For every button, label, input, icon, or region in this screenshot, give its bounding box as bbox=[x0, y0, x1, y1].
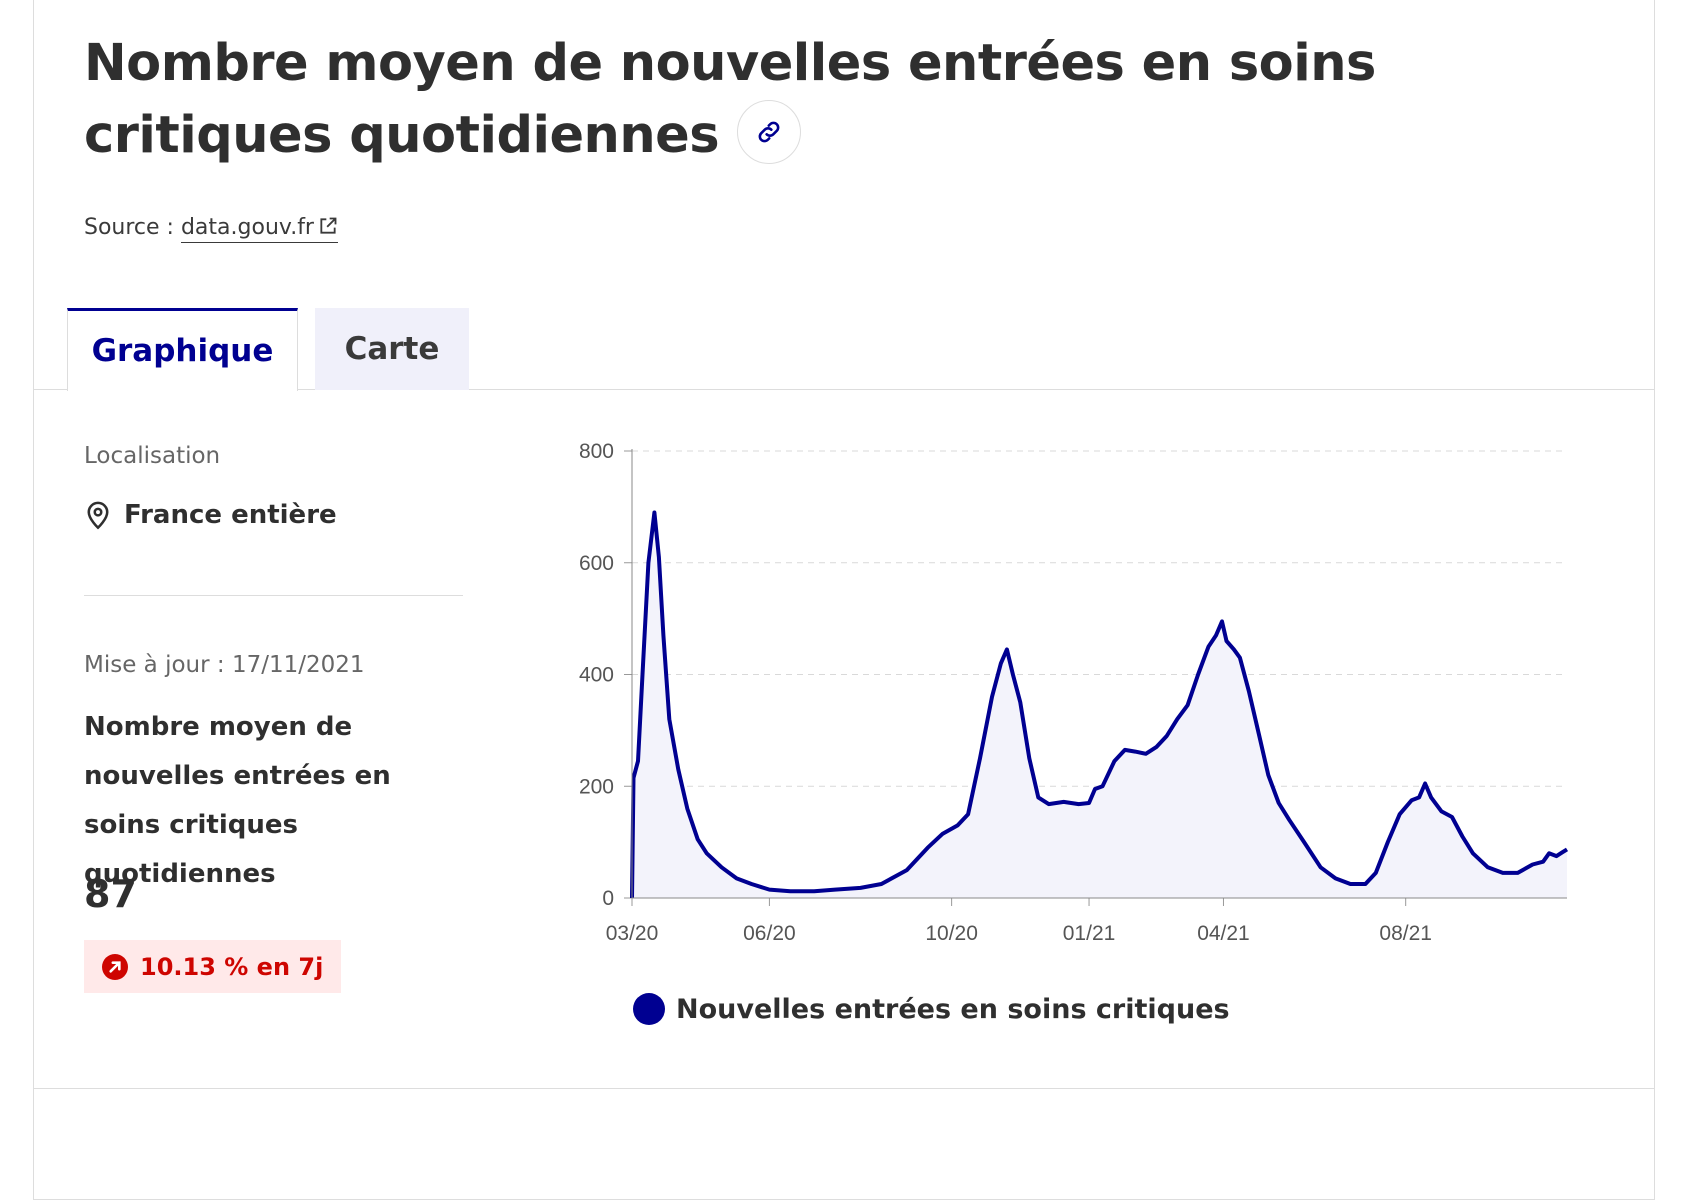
legend-swatch bbox=[633, 993, 665, 1025]
location-value-text: France entière bbox=[124, 500, 337, 530]
arrow-up-right-icon bbox=[102, 953, 128, 980]
legend-label: Nouvelles entrées en soins critiques bbox=[676, 993, 1230, 1025]
y-tick-label: 800 bbox=[579, 440, 614, 463]
tab-graphique[interactable]: Graphique bbox=[67, 308, 298, 391]
y-tick-label: 400 bbox=[579, 664, 614, 687]
source-prefix: Source : bbox=[84, 215, 174, 240]
y-tick-label: 200 bbox=[579, 775, 614, 798]
link-icon bbox=[758, 121, 780, 143]
x-tick-label: 03/20 bbox=[606, 922, 659, 945]
indicator-card bbox=[33, 0, 1655, 1200]
page-title-text: Nombre moyen de nouvelles entrées en soi… bbox=[84, 34, 1376, 165]
y-tick-label: 0 bbox=[602, 887, 614, 910]
tab-carte[interactable]: Carte bbox=[315, 308, 469, 390]
x-tick-label: 06/20 bbox=[743, 922, 796, 945]
tabs-divider bbox=[33, 389, 1655, 390]
tab-carte-label: Carte bbox=[344, 331, 440, 367]
copy-link-button[interactable] bbox=[737, 100, 802, 164]
location-value[interactable]: France entière bbox=[84, 500, 337, 530]
trend-text: 10.13 % en 7j bbox=[140, 952, 324, 981]
y-axis-ticks: 0 200 400 600 800 bbox=[579, 440, 632, 910]
update-date: Mise à jour : 17/11/2021 bbox=[84, 652, 365, 678]
external-link-icon bbox=[320, 217, 337, 234]
chart-grid bbox=[632, 450, 1567, 787]
page-title: Nombre moyen de nouvelles entrées en soi… bbox=[84, 28, 1624, 172]
x-tick-label: 08/21 bbox=[1379, 922, 1432, 945]
indicator-value: 87 bbox=[84, 872, 137, 916]
x-axis-ticks: 03/20 06/20 10/20 01/21 04/21 08/21 bbox=[606, 898, 1432, 945]
x-tick-label: 04/21 bbox=[1197, 922, 1250, 945]
source-link[interactable]: data.gouv.fr bbox=[180, 215, 338, 243]
trend-badge: 10.13 % en 7j bbox=[84, 940, 342, 993]
side-separator bbox=[84, 595, 463, 596]
y-tick-label: 600 bbox=[579, 552, 614, 575]
indicator-title: Nombre moyen de nouvelles entrées en soi… bbox=[84, 712, 391, 889]
series-area bbox=[632, 512, 1567, 898]
x-tick-label: 10/20 bbox=[925, 922, 978, 945]
map-pin-icon bbox=[87, 501, 109, 530]
source-line: Source : data.gouv.fr bbox=[84, 215, 338, 243]
source-link-text: data.gouv.fr bbox=[180, 215, 314, 240]
chart-legend[interactable]: Nouvelles entrées en soins critiques bbox=[633, 993, 1230, 1025]
series-line bbox=[630, 510, 1569, 899]
location-label: Localisation bbox=[84, 443, 221, 469]
tab-graphique-label: Graphique bbox=[91, 333, 274, 369]
x-tick-label: 01/21 bbox=[1063, 922, 1116, 945]
bottom-divider bbox=[33, 1088, 1655, 1089]
